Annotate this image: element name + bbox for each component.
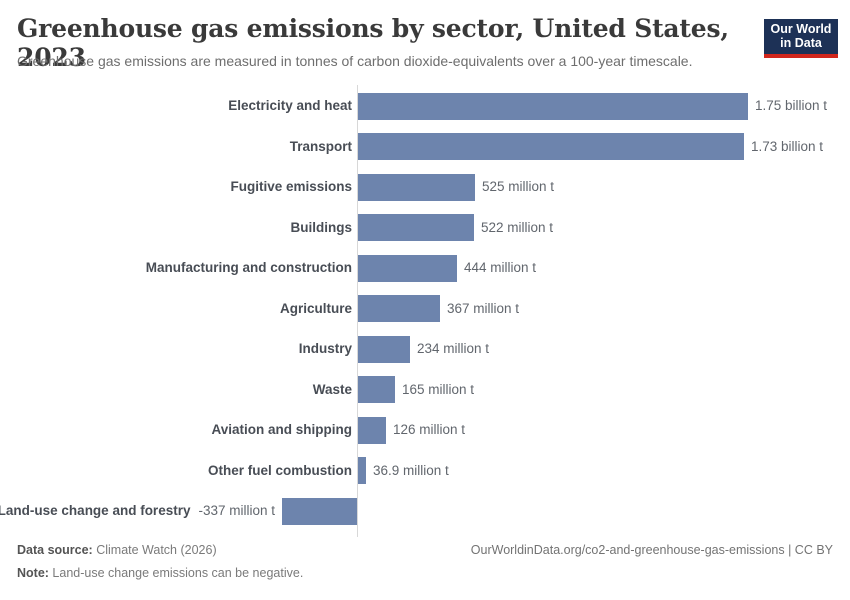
bar[interactable] — [282, 497, 357, 525]
owid-logo-line1: Our World — [770, 22, 832, 36]
bar-chart: Electricity and heat 1.75 billion t Transp… — [0, 85, 850, 538]
value-label: 165 million t — [402, 381, 475, 397]
data-source-label: Data source: — [17, 543, 93, 557]
footer-citation-link[interactable]: OurWorldinData.org/co2-and-greenhouse-ga… — [470, 543, 833, 557]
bar-row: Agriculture 367 million t — [0, 289, 850, 330]
bar[interactable] — [358, 133, 744, 161]
data-source-value: Climate Watch (2026) — [92, 543, 217, 557]
bar-row: Electricity and heat 1.75 billion t — [0, 86, 850, 127]
value-label: 525 million t — [482, 179, 555, 194]
value-label: 126 million t — [393, 422, 466, 437]
owid-logo[interactable]: Our World in Data — [764, 19, 838, 58]
value-label: 36.9 million t — [373, 462, 449, 478]
owid-logo-box: Our World in Data — [764, 19, 838, 58]
category-label: Aviation and shipping — [211, 422, 353, 437]
note-label: Note: — [17, 566, 49, 580]
category-label: Fugitive emissions — [230, 179, 352, 194]
value-label: 1.75 billion t — [755, 98, 828, 113]
bar-row: Land-use change and forestry -337 million… — [0, 491, 850, 532]
category-label: Agriculture — [279, 300, 352, 316]
category-label: Industry — [298, 341, 352, 356]
chart-subtitle: Greenhouse gas emissions are measured in… — [17, 53, 693, 69]
zero-axis-line — [357, 85, 358, 537]
bar-row: Buildings 522 million t — [0, 208, 850, 249]
bar-row: Waste 165 million t — [0, 370, 850, 411]
value-label: 1.73 billion t — [751, 138, 824, 154]
note-value: Land-use change emissions can be negativ… — [48, 566, 304, 580]
bar[interactable] — [358, 295, 440, 323]
value-label: 234 million t — [417, 341, 490, 356]
value-label: -337 million t — [198, 503, 275, 518]
bar[interactable] — [358, 173, 475, 201]
bar-row: Aviation and shipping 126 million t — [0, 410, 850, 451]
owid-logo-line2: in Data — [780, 36, 822, 50]
category-label: Electricity and heat — [228, 98, 352, 113]
bar[interactable] — [358, 214, 474, 242]
category-label: Other fuel combustion — [207, 462, 352, 478]
category-label: Land-use change and forestry — [0, 503, 191, 518]
footer-data-source: Data source: Climate Watch (2026) — [17, 543, 217, 557]
negative-label-group: Land-use change and forestry -337 million… — [0, 491, 275, 532]
category-label: Manufacturing and construction — [145, 260, 352, 275]
bar-row: Industry 234 million t — [0, 329, 850, 370]
value-label: 444 million t — [464, 260, 537, 275]
category-label: Waste — [312, 381, 352, 397]
category-label: Transport — [289, 138, 352, 154]
chart-title: Greenhouse gas emissions by sector, Unit… — [17, 14, 729, 72]
bar[interactable] — [358, 457, 366, 485]
bar[interactable] — [358, 376, 395, 404]
bar-row: Fugitive emissions 525 million t — [0, 167, 850, 208]
bar-row: Transport 1.73 billion t — [0, 127, 850, 168]
bar[interactable] — [358, 92, 748, 120]
footer-note: Note: Land-use change emissions can be n… — [17, 566, 303, 580]
bar[interactable] — [358, 416, 386, 444]
bar[interactable] — [358, 335, 410, 363]
value-label: 522 million t — [481, 219, 554, 235]
bar-row: Manufacturing and construction 444 millio… — [0, 248, 850, 289]
bar-row: Other fuel combustion 36.9 million t — [0, 451, 850, 492]
category-label: Buildings — [290, 219, 353, 235]
value-label: 367 million t — [447, 300, 520, 316]
bar[interactable] — [358, 254, 457, 282]
